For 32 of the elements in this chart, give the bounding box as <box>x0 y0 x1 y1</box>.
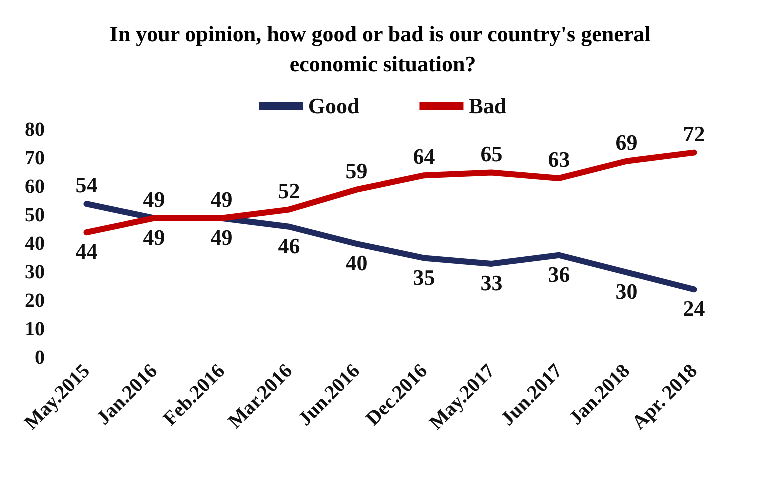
y-tick-label: 70 <box>25 148 45 170</box>
y-tick-label: 30 <box>25 262 45 284</box>
data-label: 63 <box>548 146 570 172</box>
y-tick-label: 20 <box>25 290 45 312</box>
legend-label: Good <box>308 94 360 118</box>
data-label: 49 <box>143 224 166 250</box>
data-label: 49 <box>210 224 233 250</box>
data-label: 33 <box>480 270 503 296</box>
y-tick-label: 80 <box>25 119 45 141</box>
data-label: 44 <box>76 239 98 264</box>
y-tick-label: 0 <box>35 347 45 369</box>
data-label: 64 <box>413 144 436 170</box>
data-label: 69 <box>616 130 638 155</box>
data-label: 65 <box>480 141 503 166</box>
data-label: 59 <box>346 158 368 184</box>
data-label: 49 <box>210 186 233 212</box>
legend-label: Bad <box>468 94 507 118</box>
data-label: 72 <box>683 121 706 146</box>
data-label: 52 <box>278 178 300 204</box>
data-label: 24 <box>683 296 706 322</box>
data-label: 40 <box>346 250 368 276</box>
data-label: 46 <box>278 233 300 258</box>
y-tick-label: 10 <box>25 318 45 340</box>
y-tick-label: 40 <box>25 233 45 255</box>
data-label: 35 <box>413 264 436 290</box>
data-label: 54 <box>76 172 98 198</box>
data-label: 36 <box>548 262 570 287</box>
chart-title: In your opinion, how good or bad is our country's general economic situation? <box>110 22 656 76</box>
data-label: 30 <box>616 279 638 304</box>
y-tick-label: 60 <box>25 176 45 198</box>
y-tick-label: 50 <box>25 204 45 226</box>
data-label: 49 <box>143 186 166 212</box>
